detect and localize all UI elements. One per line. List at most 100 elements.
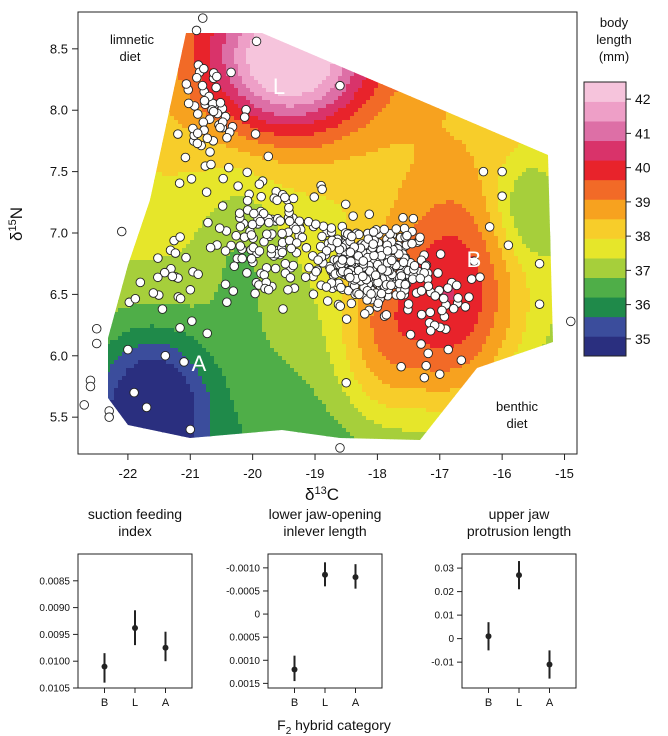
- contour-cell: [342, 16, 347, 21]
- contour-cell: [518, 48, 523, 53]
- contour-cell: [406, 28, 411, 33]
- contour-cell: [282, 44, 287, 49]
- contour-cell: [238, 136, 243, 141]
- contour-cell: [454, 16, 459, 21]
- contour-cell: [350, 36, 355, 41]
- contour-cell: [342, 72, 347, 77]
- contour-cell: [258, 140, 263, 145]
- contour-cell: [354, 16, 359, 21]
- contour-cell: [438, 60, 443, 65]
- contour-cell: [250, 116, 255, 121]
- contour-cell: [78, 92, 83, 97]
- contour-cell: [406, 100, 411, 105]
- contour-cell: [538, 20, 543, 25]
- contour-cell: [78, 84, 83, 89]
- contour-cell: [426, 64, 431, 69]
- contour-cell: [138, 76, 143, 81]
- contour-cell: [358, 120, 363, 125]
- contour-cell: [278, 144, 283, 149]
- contour-cell: [146, 76, 151, 81]
- contour-cell: [446, 152, 451, 157]
- contour-cell: [374, 52, 379, 57]
- contour-cell: [254, 140, 259, 145]
- contour-cell: [290, 108, 295, 113]
- contour-cell: [158, 60, 163, 65]
- contour-cell: [94, 156, 99, 161]
- contour-cell: [462, 20, 467, 25]
- contour-cell: [526, 108, 531, 113]
- contour-cell: [470, 128, 475, 133]
- contour-cell: [478, 60, 483, 65]
- contour-cell: [426, 20, 431, 25]
- contour-cell: [486, 84, 491, 89]
- contour-cell: [182, 116, 187, 121]
- contour-cell: [442, 160, 447, 165]
- contour-cell: [422, 136, 427, 141]
- contour-cell: [266, 116, 271, 121]
- contour-cell: [502, 140, 507, 145]
- contour-cell: [370, 140, 375, 145]
- contour-cell: [294, 128, 299, 133]
- contour-cell: [306, 120, 311, 125]
- contour-cell: [186, 144, 191, 149]
- contour-cell: [94, 128, 99, 133]
- contour-cell: [354, 56, 359, 61]
- contour-cell: [238, 104, 243, 109]
- contour-cell: [466, 112, 471, 117]
- contour-cell: [514, 72, 519, 77]
- contour-cell: [314, 160, 319, 165]
- contour-cell: [446, 132, 451, 137]
- contour-cell: [298, 33, 303, 37]
- contour-cell: [170, 64, 175, 69]
- contour-cell: [194, 92, 199, 97]
- contour-cell: [354, 80, 359, 85]
- contour-cell: [170, 96, 175, 101]
- contour-cell: [122, 92, 127, 97]
- contour-cell: [398, 120, 403, 125]
- contour-cell: [326, 36, 331, 41]
- contour-cell: [238, 24, 243, 29]
- contour-cell: [170, 136, 175, 141]
- contour-cell: [146, 168, 151, 173]
- contour-cell: [314, 84, 319, 89]
- contour-cell: [542, 92, 547, 97]
- contour-cell: [218, 12, 223, 17]
- contour-cell: [426, 80, 431, 85]
- contour-cell: [334, 136, 339, 141]
- contour-cell: [182, 24, 187, 29]
- contour-cell: [350, 92, 355, 97]
- contour-cell: [230, 56, 235, 61]
- contour-cell: [406, 20, 411, 25]
- contour-cell: [370, 108, 375, 113]
- contour-cell: [310, 160, 315, 165]
- contour-cell: [530, 144, 535, 149]
- contour-cell: [418, 124, 423, 129]
- contour-cell: [114, 12, 119, 17]
- contour-cell: [338, 44, 343, 49]
- contour-cell: [538, 100, 543, 105]
- contour-cell: [262, 16, 267, 21]
- contour-cell: [550, 44, 553, 49]
- contour-cell: [554, 12, 559, 17]
- contour-cell: [322, 140, 327, 145]
- contour-cell: [82, 152, 87, 157]
- contour-cell: [430, 144, 435, 149]
- contour-cell: [362, 60, 367, 65]
- contour-cell: [514, 56, 519, 61]
- contour-cell: [222, 140, 227, 145]
- contour-cell: [122, 120, 127, 125]
- contour-cell: [378, 64, 383, 69]
- contour-cell: [314, 168, 319, 173]
- contour-cell: [306, 33, 311, 37]
- contour-cell: [458, 96, 463, 101]
- contour-cell: [108, 56, 111, 61]
- contour-cell: [258, 156, 263, 161]
- contour-cell: [354, 64, 359, 69]
- contour-cell: [108, 76, 111, 81]
- contour-cell: [142, 80, 147, 85]
- contour-cell: [206, 80, 211, 85]
- contour-cell: [126, 76, 131, 81]
- contour-cell: [182, 16, 187, 21]
- contour-cell: [442, 48, 447, 53]
- contour-cell: [546, 33, 551, 37]
